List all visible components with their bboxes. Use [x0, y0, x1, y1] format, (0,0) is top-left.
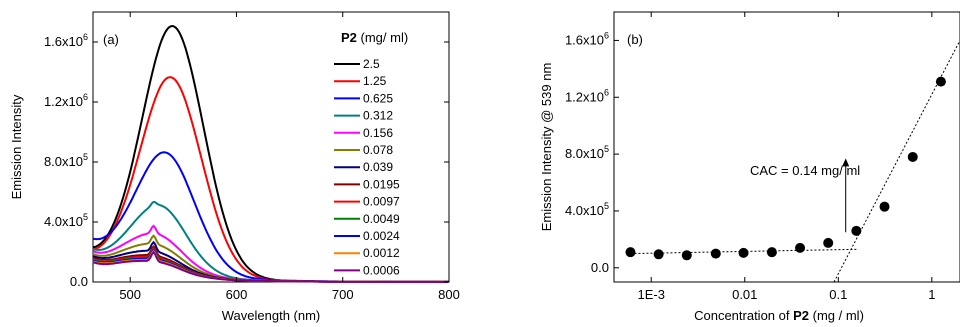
chart-b-x-tick-label: 0.01 [732, 287, 757, 302]
chart-b-point [795, 242, 806, 253]
chart-a-legend-title-rest: (mg/ ml) [357, 30, 408, 45]
chart-a-legend-label: 0.625 [363, 91, 393, 105]
chart-b-point [710, 248, 721, 259]
chart-a-x-tick-label: 500 [119, 287, 141, 302]
chart-a-legend-label: 0.0097 [363, 195, 400, 209]
chart-b: 1E-3 0.01 0.1 1 0.0 4.0x105 8.0x105 1.2x106 1.6x… [539, 11, 960, 323]
chart-b-y-axis-title: Emission Intensity @ 539 nm [539, 63, 554, 232]
chart-b-point [766, 247, 777, 258]
chart-a-legend-title: P2 (mg/ ml) [341, 30, 408, 45]
chart-b-panel-label: (b) [627, 32, 643, 47]
chart-b-point [851, 225, 862, 236]
chart-b-y-tick-label: 4.0x105 [565, 201, 609, 218]
chart-a-legend-label: 0.039 [363, 160, 393, 174]
chart-b-point [823, 237, 834, 248]
chart-a-x-tick-label: 600 [226, 287, 248, 302]
chart-a-legend-label: 2.5 [363, 57, 380, 71]
chart-a: 500 600 700 800 0.0 4.0x105 8.0x105 1.2x106 1.6x… [9, 11, 460, 323]
chart-a-x-tick-label: 800 [438, 287, 460, 302]
chart-a-legend-title-bold: P2 [341, 30, 357, 45]
chart-b-y-tick-label: 0.0 [591, 260, 609, 275]
chart-b-plot-frame [613, 11, 960, 283]
chart-b-point [907, 151, 918, 162]
chart-b-point [879, 201, 890, 212]
chart-b-x-axis-title-bold: P2 [793, 308, 809, 323]
chart-b-point [935, 76, 946, 87]
chart-a-series-line [92, 250, 449, 283]
chart-a-y-tick-label: 1.6x106 [44, 32, 88, 49]
chart-b-point [681, 250, 692, 261]
chart-a-legend-label: 0.0049 [363, 212, 400, 226]
chart-a-y-tick-label: 8.0x105 [44, 152, 88, 169]
chart-b-arrow-head [842, 158, 850, 167]
chart-a-y-tick-label: 0.0 [70, 274, 88, 289]
chart-a-legend: 2.5 1.25 0.625 0.312 0.156 0.078 0.039 0.0195 0.… [334, 57, 400, 277]
chart-b-ticks: 1E-3 0.01 0.1 1 0.0 4.0x105 8.0x105 1.2x106 1.6x… [565, 12, 935, 302]
chart-b-fit-line [833, 40, 960, 283]
chart-a-ticks: 500 600 700 800 0.0 4.0x105 8.0x105 1.2x106 1.6x… [44, 12, 460, 302]
chart-a-panel-label: (a) [103, 32, 119, 47]
chart-b-x-tick-label: 1 [928, 287, 935, 302]
chart-b-y-tick-label: 1.2x106 [565, 87, 609, 104]
chart-a-y-tick-label: 1.2x106 [44, 92, 88, 109]
chart-a-legend-label: 0.0006 [363, 263, 400, 277]
chart-b-x-axis-title: Concentration of P2 (mg / ml) [694, 308, 864, 323]
chart-b-x-tick-label: 0.1 [829, 287, 847, 302]
chart-a-y-axis-title: Emission Intensity [9, 94, 24, 199]
chart-b-point [738, 247, 749, 258]
chart-b-cac-arrow [842, 158, 850, 233]
chart-a-y-tick-label: 4.0x105 [44, 212, 88, 229]
chart-a-x-tick-label: 700 [332, 287, 354, 302]
chart-a-x-axis-title: Wavelength (nm) [222, 308, 321, 323]
chart-b-point [653, 249, 664, 260]
chart-b-points [625, 76, 946, 261]
chart-b-point [625, 247, 636, 258]
chart-a-legend-label: 1.25 [363, 74, 387, 88]
chart-b-x-tick-label: 1E-3 [637, 287, 664, 302]
chart-a-curves [92, 24, 449, 283]
chart-a-legend-label: 0.156 [363, 126, 393, 140]
chart-b-x-axis-title-prefix: Concentration of [694, 308, 793, 323]
chart-b-x-axis-title-suffix: (mg / ml) [809, 308, 864, 323]
chart-a-legend-label: 0.0012 [363, 246, 400, 260]
chart-b-y-tick-label: 1.6x106 [565, 30, 609, 47]
chart-b-y-tick-label: 8.0x105 [565, 144, 609, 161]
chart-a-legend-label: 0.078 [363, 143, 393, 157]
chart-a-legend-label: 0.0024 [363, 229, 400, 243]
chart-a-legend-label: 0.0195 [363, 177, 400, 191]
chart-a-legend-label: 0.312 [363, 109, 393, 123]
chart-b-annotation: CAC = 0.14 mg/ ml [750, 163, 860, 178]
